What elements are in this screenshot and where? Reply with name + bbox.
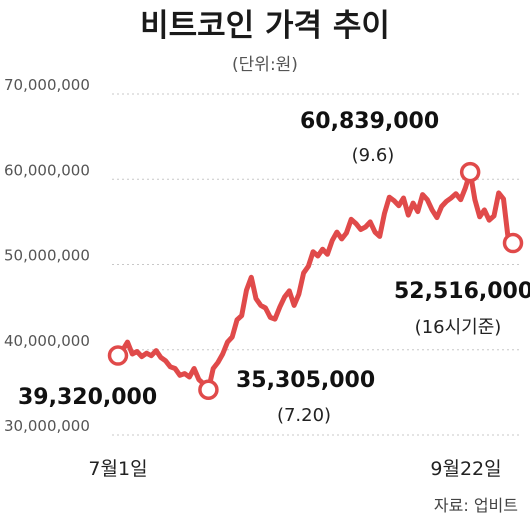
price-line	[115, 169, 516, 393]
annotation-high-date: (9.6)	[352, 145, 395, 166]
y-tick-label: 30,000,000	[4, 417, 90, 435]
y-tick-label: 50,000,000	[4, 247, 90, 265]
annotation-low-date: (7.20)	[277, 405, 331, 426]
unit-label: (단위:원)	[232, 55, 298, 75]
x-tick-end: 9월22일	[430, 458, 501, 480]
source-label: 자료: 업비트	[434, 496, 518, 515]
data-point-marker	[198, 379, 219, 401]
annotation-start-value: 39,320,000	[18, 385, 157, 410]
y-tick-label: 40,000,000	[4, 332, 90, 350]
data-point-marker	[502, 232, 524, 254]
gridlines	[112, 93, 522, 436]
annotation-end-value: 52,516,000	[394, 279, 530, 304]
annotation-end-note: (16시기준)	[415, 317, 502, 338]
annotation-low-value: 35,305,000	[236, 368, 375, 393]
chart-title: 비트코인 가격 추이	[140, 8, 390, 44]
annotation-high-value: 60,839,000	[300, 109, 439, 134]
y-tick-labels: 70,000,000 60,000,000 50,000,000 40,000,000…	[4, 76, 90, 435]
y-tick-label: 60,000,000	[4, 161, 90, 179]
y-tick-label: 70,000,000	[4, 76, 90, 94]
markers	[107, 161, 524, 401]
data-point-marker	[459, 161, 481, 183]
data-point-marker	[107, 345, 129, 366]
x-tick-start: 7월1일	[88, 458, 147, 480]
